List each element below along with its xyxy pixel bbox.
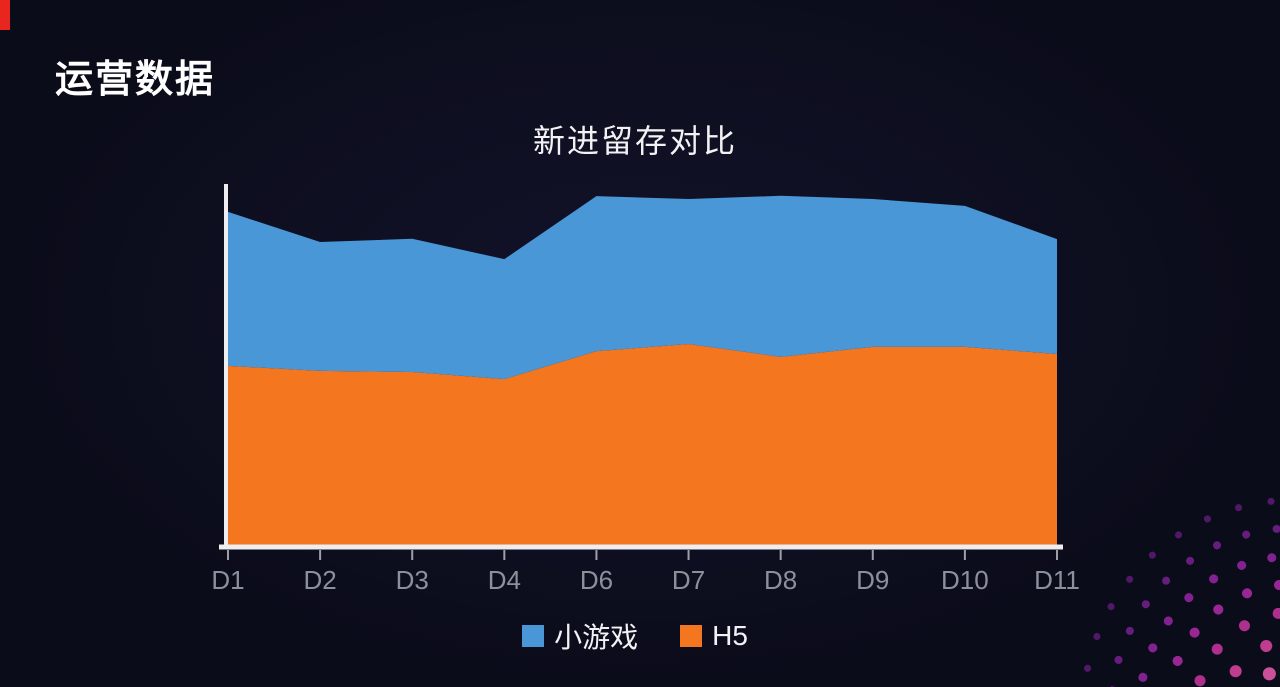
legend-label-minigame: 小游戏 [554, 622, 639, 653]
svg-text:D8: D8 [764, 565, 797, 595]
chart-title: 新进留存对比 [532, 123, 737, 159]
legend-item-minigame: 小游戏 [522, 616, 638, 656]
svg-text:D7: D7 [672, 565, 705, 595]
page-title: 运营数据 [55, 59, 216, 101]
svg-text:D2: D2 [303, 565, 336, 595]
legend-swatch-blue [522, 625, 545, 647]
legend-label-h5: H5 [712, 620, 748, 651]
svg-text:D10: D10 [941, 565, 989, 595]
svg-text:D9: D9 [856, 565, 889, 595]
legend-item-h5: H5 [680, 620, 748, 652]
chart-legend: 小游戏 H5 [190, 616, 1080, 656]
svg-text:D3: D3 [396, 565, 429, 595]
svg-text:D11: D11 [1034, 565, 1080, 595]
chart-area: 新进留存对比 D1 D2 D3 D4 D6 D7 D8 D9 D10 D11 小游戏 H5 [190, 116, 1080, 656]
svg-text:D1: D1 [211, 565, 244, 595]
svg-text:D4: D4 [488, 565, 521, 595]
decorative-dots [1079, 496, 1280, 687]
svg-text:D6: D6 [580, 565, 613, 595]
legend-swatch-orange [680, 625, 703, 647]
stacked-area-chart: D1 D2 D3 D4 D6 D7 D8 D9 D10 D11 [211, 184, 1080, 595]
corner-accent-bar [0, 0, 10, 30]
